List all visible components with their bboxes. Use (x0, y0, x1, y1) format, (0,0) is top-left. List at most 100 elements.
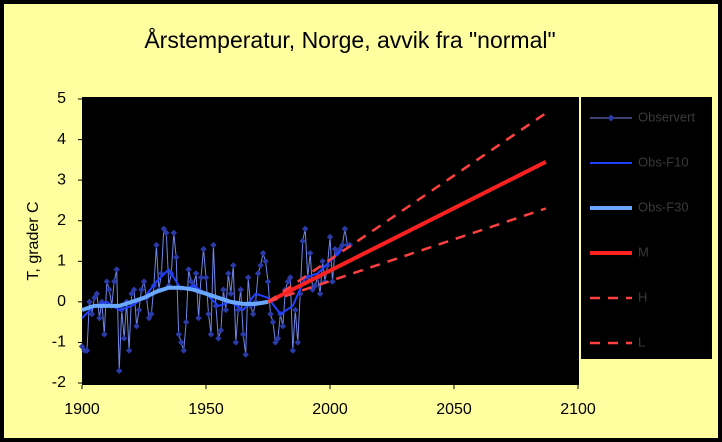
marker (93, 290, 101, 297)
marker (324, 262, 331, 269)
marker (264, 278, 272, 285)
marker (91, 294, 98, 301)
marker (133, 323, 140, 330)
marker (195, 314, 202, 322)
y-tick-label: 1 (57, 253, 66, 270)
marker (148, 310, 155, 318)
marker (205, 310, 212, 318)
marker (135, 306, 143, 314)
chart-title: Årstemperatur, Norge, avvik fra "normal" (144, 26, 555, 53)
marker (153, 241, 160, 249)
marker (140, 278, 148, 285)
x-tick-label: 2000 (312, 401, 348, 418)
marker (316, 290, 324, 297)
marker (207, 331, 215, 338)
series-line (81, 285, 269, 312)
marker (160, 225, 168, 233)
marker (279, 323, 287, 330)
marker (78, 343, 86, 350)
marker (170, 229, 177, 237)
legend-label: Obs-F10 (638, 154, 689, 169)
marker (225, 270, 232, 277)
marker (182, 318, 190, 326)
marker (111, 278, 118, 285)
marker (222, 306, 230, 314)
marker (200, 245, 207, 253)
marker (272, 339, 279, 346)
marker (180, 347, 187, 354)
marker (306, 249, 314, 257)
legend-label: H (638, 289, 647, 304)
y-tick-label: 3 (57, 171, 66, 188)
marker (116, 367, 123, 375)
marker (125, 347, 133, 354)
marker (289, 347, 296, 354)
marker (299, 237, 306, 245)
marker (128, 290, 135, 297)
marker (259, 249, 267, 257)
series-line (81, 248, 344, 319)
marker (185, 266, 192, 273)
marker (215, 335, 222, 342)
marker (262, 258, 269, 265)
marker (88, 310, 96, 318)
marker (145, 314, 153, 322)
x-tick-label: 2100 (560, 401, 596, 418)
legend-label: M (638, 244, 649, 259)
marker (220, 286, 227, 293)
marker (130, 286, 138, 293)
marker (192, 270, 200, 277)
marker (242, 351, 249, 358)
marker (210, 241, 217, 249)
marker (227, 290, 234, 297)
marker (83, 347, 91, 354)
marker (326, 233, 334, 241)
marker (329, 278, 336, 285)
marker (287, 274, 294, 281)
y-axis-label: T, grader C (25, 201, 42, 280)
marker (178, 339, 185, 346)
marker (197, 274, 205, 281)
marker (120, 335, 128, 342)
marker (173, 254, 180, 261)
legend-label: L (638, 334, 645, 349)
marker (202, 274, 210, 281)
y-tick-label: 0 (57, 293, 66, 310)
y-tick-label: 2 (57, 212, 66, 229)
series-line (267, 112, 547, 303)
marker (86, 298, 93, 306)
marker (257, 262, 264, 269)
marker (175, 331, 182, 338)
marker (292, 306, 299, 314)
marker (267, 310, 274, 318)
legend-label: Observert (638, 109, 695, 124)
marker (163, 229, 170, 237)
marker (237, 286, 244, 293)
marker (240, 331, 247, 338)
marker (106, 286, 113, 293)
y-tick-label: -1 (52, 334, 66, 351)
legend-marker (607, 114, 615, 122)
series-line (267, 207, 547, 304)
marker (232, 339, 239, 346)
marker (217, 327, 225, 334)
marker (311, 282, 319, 289)
marker (113, 266, 120, 273)
series-line (267, 160, 547, 304)
marker (294, 339, 301, 346)
y-tick-label: 5 (57, 90, 66, 107)
marker (187, 278, 195, 285)
marker (319, 258, 326, 265)
marker (331, 245, 339, 253)
marker (269, 318, 277, 326)
legend-box (581, 97, 712, 359)
marker (339, 241, 346, 249)
marker (341, 225, 349, 233)
y-tick-label: -2 (52, 374, 66, 391)
marker (254, 270, 262, 277)
marker (230, 262, 237, 269)
marker (96, 314, 103, 322)
marker (302, 225, 309, 233)
x-tick-label: 1950 (188, 401, 224, 418)
